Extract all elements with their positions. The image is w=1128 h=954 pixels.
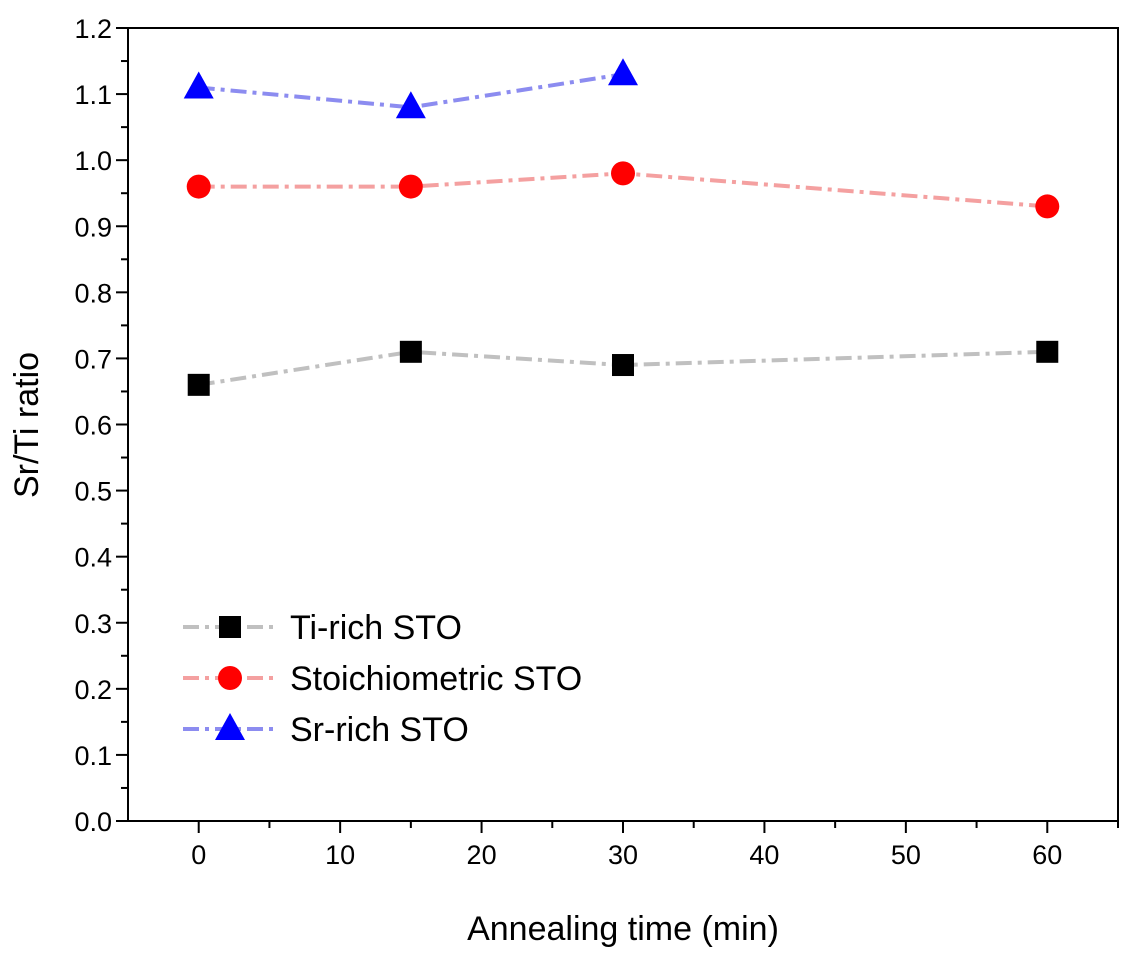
data-point	[187, 373, 210, 396]
legend-label: Ti-rich STO	[290, 609, 462, 647]
x-tick-label: 50	[891, 840, 921, 870]
y-tick-label: 1.0	[74, 146, 112, 176]
data-point	[1036, 340, 1059, 363]
x-tick-label: 10	[325, 840, 355, 870]
plot-frame	[127, 27, 1119, 822]
data-point	[183, 71, 214, 99]
y-tick-label: 0.8	[74, 278, 112, 308]
y-tick-label: 0.6	[74, 411, 112, 441]
legend-marker	[215, 713, 245, 740]
y-tick-label: 0.3	[74, 609, 112, 639]
y-tick-label: 0.0	[74, 807, 112, 837]
x-tick-label: 40	[749, 840, 779, 870]
data-point	[608, 58, 638, 86]
data-point	[612, 354, 634, 377]
series-line-1	[198, 171, 1048, 209]
legend-marker	[218, 666, 242, 690]
x-tick-label: 20	[467, 840, 497, 870]
data-point	[395, 91, 426, 119]
series-lines	[198, 72, 1048, 387]
x-tick-label: 30	[608, 840, 638, 870]
data-point	[399, 340, 422, 363]
series-line-2	[198, 72, 624, 110]
y-tick-label: 0.7	[74, 344, 112, 374]
y-tick-label: 0.9	[74, 212, 112, 242]
y-tick-label: 0.4	[74, 543, 112, 573]
x-tick-label: 0	[191, 840, 206, 870]
y-tick-label: 1.1	[74, 80, 112, 110]
data-point	[398, 174, 423, 199]
legend-marker	[219, 616, 241, 638]
legend-label: Stoichiometric STO	[290, 660, 582, 698]
data-point	[186, 174, 211, 199]
legend-label: Sr-rich STO	[290, 711, 469, 749]
x-tick-label: 60	[1032, 840, 1062, 870]
y-tick-label: 0.1	[74, 741, 112, 771]
x-axis-title: Annealing time (min)	[467, 910, 779, 948]
series-markers	[183, 58, 1060, 396]
data-point	[611, 161, 635, 186]
y-tick-label: 0.5	[74, 477, 112, 507]
y-tick-label: 0.2	[74, 675, 112, 705]
legend: Ti-rich STO Stoichiometric STO Sr-rich STO	[183, 609, 582, 749]
data-point	[1035, 194, 1060, 219]
axes: 0 10 20 30 40 50 60 0.0 0.1 0.2 0.3 0.4 0.5 0.6 0.7 0.8…	[74, 14, 1119, 870]
y-axis-title: Sr/Ti ratio	[8, 352, 46, 498]
y-tick-label: 1.2	[74, 14, 112, 44]
series-line-0	[198, 349, 1048, 387]
